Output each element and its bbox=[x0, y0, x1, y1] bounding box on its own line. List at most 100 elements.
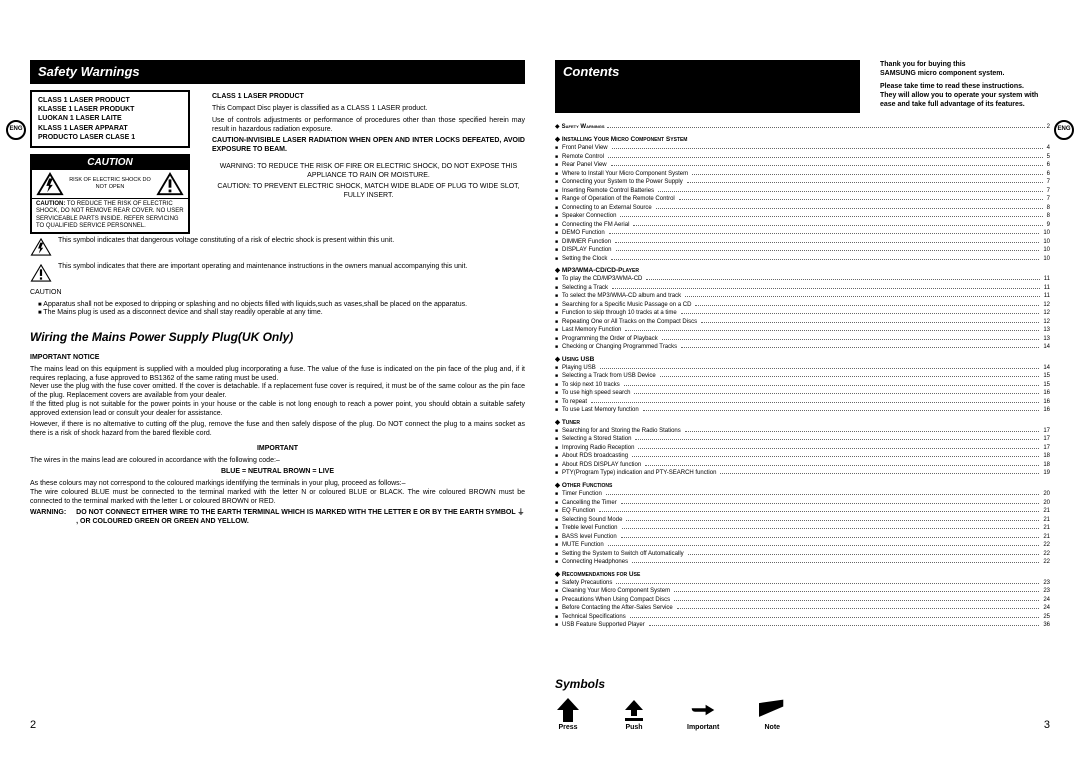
toc-label: PTY(Program Type) indication and PTY-SEA… bbox=[562, 470, 716, 478]
toc-dots bbox=[600, 364, 1040, 369]
toc-page: 23 bbox=[1043, 580, 1050, 588]
toc-dots bbox=[681, 343, 1039, 348]
toc-dots bbox=[649, 621, 1040, 626]
toc-label: Safety Precautions bbox=[562, 580, 612, 588]
toc-label: About RDS broadcasting bbox=[562, 453, 628, 461]
toc-page: 4 bbox=[1047, 145, 1050, 153]
toc-label: Playing USB bbox=[562, 365, 596, 373]
toc-label: BASS level Function bbox=[562, 534, 617, 542]
toc-page: 6 bbox=[1047, 162, 1050, 170]
symbol-note: Note bbox=[759, 698, 785, 733]
toc-heading: MP3/WMA-CD/CD-Player bbox=[555, 267, 1050, 275]
toc-dots bbox=[611, 161, 1043, 166]
toc-item: DISPLAY Function10 bbox=[555, 246, 1050, 255]
toc-page: 21 bbox=[1043, 534, 1050, 542]
toc-item: Technical Specifications25 bbox=[555, 613, 1050, 622]
toc-dots bbox=[609, 229, 1040, 234]
symbol-push: Push bbox=[621, 698, 647, 733]
toc-page: 21 bbox=[1043, 517, 1050, 525]
toc-heading: Installing Your Micro Component System bbox=[555, 136, 1050, 144]
toc-label: Function to skip through 10 tracks at a … bbox=[562, 310, 677, 318]
toc-item: Treble level Function21 bbox=[555, 524, 1050, 533]
toc-dots bbox=[677, 604, 1040, 609]
caution-bullets: Apparatus shall not be exposed to drippi… bbox=[38, 301, 525, 319]
pointing-hand-icon bbox=[690, 698, 716, 722]
bullet1: Apparatus shall not be exposed to drippi… bbox=[38, 301, 525, 310]
toc-dots bbox=[679, 195, 1043, 200]
toc-item: MUTE Function 22 bbox=[555, 541, 1050, 550]
toc-page: 16 bbox=[1043, 399, 1050, 407]
toc-dots bbox=[622, 524, 1040, 529]
exclamation-triangle-icon bbox=[156, 172, 184, 196]
toc-item: To repeat 16 bbox=[555, 398, 1050, 407]
toc-item: About RDS DISPLAY function18 bbox=[555, 461, 1050, 470]
page-number-left: 2 bbox=[30, 719, 36, 733]
toc-page: 12 bbox=[1043, 302, 1050, 310]
right-top-row: Contents Thank you for buying this SAMSU… bbox=[555, 60, 1050, 119]
symbol2-text: This symbol indicates that there are imp… bbox=[58, 263, 467, 272]
toc-dots bbox=[625, 326, 1039, 331]
toc-section: MP3/WMA-CD/CD-PlayerTo play the CD/MP3/W… bbox=[555, 267, 1050, 352]
toc-page: 9 bbox=[1047, 222, 1050, 230]
toc-item: Precautions When Using Compact Discs24 bbox=[555, 596, 1050, 605]
toc-label: About RDS DISPLAY function bbox=[562, 462, 641, 470]
toc-page: 11 bbox=[1044, 276, 1050, 284]
notice-p1: The mains lead on this equipment is supp… bbox=[30, 366, 525, 384]
toc-dots bbox=[656, 204, 1043, 209]
toc-dots bbox=[645, 461, 1039, 466]
page-right: ENG Contents Thank you for buying this S… bbox=[555, 60, 1050, 733]
toc-label: Repeating One or All Tracks on the Compa… bbox=[562, 319, 697, 327]
toc-page: 24 bbox=[1043, 605, 1050, 613]
toc-item: Inserting Remote Control Batteries 7 bbox=[555, 187, 1050, 196]
toc-page: 14 bbox=[1043, 365, 1050, 373]
toc-label: Inserting Remote Control Batteries bbox=[562, 188, 654, 196]
toc-dots bbox=[660, 372, 1040, 377]
toc-page: 22 bbox=[1043, 542, 1050, 550]
toc-label: Speaker Connection bbox=[562, 213, 616, 221]
toc-item: Remote Control5 bbox=[555, 153, 1050, 162]
warning1: WARNING: TO REDUCE THE RISK OF FIRE OR E… bbox=[212, 163, 525, 181]
toc-dots bbox=[692, 170, 1043, 175]
toc-label: Improving Radio Reception bbox=[562, 445, 634, 453]
toc-dots bbox=[646, 275, 1039, 280]
toc-page: 11 bbox=[1044, 293, 1050, 301]
caution-box: CAUTION RISK OF ELECTRIC SHOCK DO NOT OP… bbox=[30, 154, 190, 234]
toc-label: Treble level Function bbox=[562, 525, 617, 533]
caution-title: CAUTION bbox=[32, 156, 188, 171]
table-of-contents: ◆Safety Warnings2Installing Your Micro C… bbox=[555, 119, 1050, 667]
toc-item: Rear Panel View6 bbox=[555, 161, 1050, 170]
toc-page: 10 bbox=[1043, 230, 1050, 238]
sym-important-label: Important bbox=[687, 724, 719, 733]
lang-badge-left: ENG bbox=[6, 120, 26, 140]
toc-page: 7 bbox=[1047, 188, 1050, 196]
toc-dots bbox=[632, 558, 1039, 563]
toc-page: 10 bbox=[1043, 239, 1050, 247]
toc-page: 17 bbox=[1043, 436, 1050, 444]
toc-label: Front Panel View bbox=[562, 145, 608, 153]
toc-label: MUTE Function bbox=[562, 542, 604, 550]
toc-section: Using USBPlaying USB14Selecting a Track … bbox=[555, 356, 1050, 415]
toc-heading: Other Functions bbox=[555, 482, 1050, 490]
final-warning-row: WARNING: DO NOT CONNECT EITHER WIRE TO T… bbox=[30, 509, 525, 527]
toc-item: Searching for and Storing the Radio Stat… bbox=[555, 427, 1050, 436]
toc-label: Before Contacting the After-Sales Servic… bbox=[562, 605, 673, 613]
class1-heading: CLASS 1 LASER PRODUCT bbox=[212, 93, 525, 102]
symbol-explain-2: This symbol indicates that there are imp… bbox=[30, 263, 525, 283]
exclamation-triangle-icon bbox=[30, 263, 52, 283]
toc-item: To use Last Memory function16 bbox=[555, 406, 1050, 415]
toc-item: Setting the System to Switch off Automat… bbox=[555, 550, 1050, 559]
toc-page: 12 bbox=[1043, 319, 1050, 327]
toc-item: Before Contacting the After-Sales Servic… bbox=[555, 604, 1050, 613]
toc-page: 15 bbox=[1043, 373, 1050, 381]
toc-label: To repeat bbox=[562, 399, 587, 407]
toc-item: Cleaning Your Micro Component System23 bbox=[555, 587, 1050, 596]
toc-page: 10 bbox=[1043, 247, 1050, 255]
toc-page: 21 bbox=[1043, 508, 1050, 516]
symbol-explain-1: This symbol indicates that dangerous vol… bbox=[30, 237, 525, 257]
laser-classification-box: CLASS 1 LASER PRODUCTKLASSE 1 LASER PROD… bbox=[30, 90, 190, 147]
note-icon bbox=[759, 698, 785, 722]
toc-label: To skip next 10 tracks bbox=[562, 382, 620, 390]
toc-page: 20 bbox=[1043, 500, 1050, 508]
toc-label: Programming the Order of Playback bbox=[562, 336, 658, 344]
intro-l4: They will allow you to operate your syst… bbox=[880, 91, 1050, 109]
